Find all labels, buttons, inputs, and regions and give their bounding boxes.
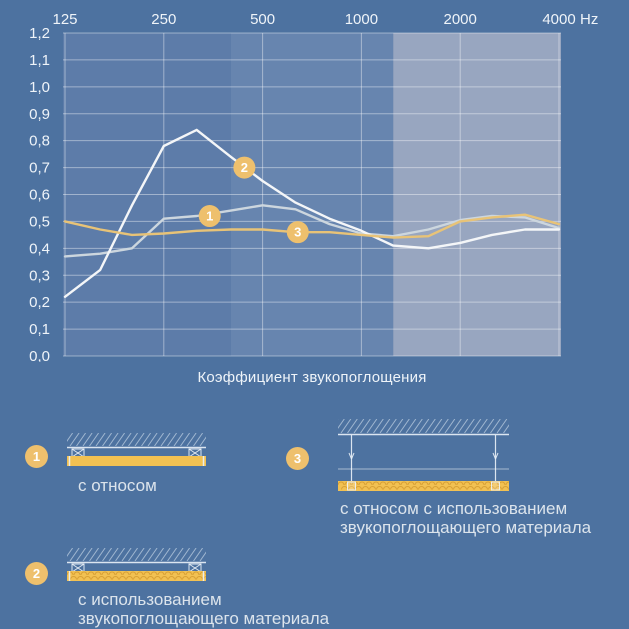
ceiling-hatch <box>338 419 509 433</box>
y-tick-1,2: 1,2 <box>29 25 50 42</box>
chart-marker-2 <box>233 156 256 179</box>
panel-hook-icon <box>491 481 500 491</box>
legend-diagram-suspended-absorber <box>338 419 509 491</box>
x-axis-unit: Hz <box>580 11 598 28</box>
ceiling-hatch <box>67 433 206 446</box>
x-tick-1000: 1000 <box>345 11 378 28</box>
y-tick-0,4: 0,4 <box>29 240 50 257</box>
y-tick-0,8: 0,8 <box>29 133 50 150</box>
chart-marker-3-number: 3 <box>294 225 301 240</box>
x-tick-4000: 4000 <box>542 11 575 28</box>
axis-tick-labels: 125 250 500 1000 2000 4000 Hz 1,2 1,1 1,0 0,9 0,8 0,… <box>29 11 598 362</box>
chart-marker-3 <box>286 221 309 244</box>
y-tick-0,0: 0,0 <box>29 348 50 362</box>
curve-markers: 1 2 3 <box>198 156 309 244</box>
x-tick-125: 125 <box>52 11 77 28</box>
legend-label-3-line2: звукопоглощающего материала <box>340 517 592 537</box>
mount-bracket-icon <box>188 563 202 573</box>
legend-diagram-direct-mount-absorber <box>67 548 206 581</box>
chart-title: Коэффициент звукопоглощения <box>197 369 427 386</box>
y-tick-0,1: 0,1 <box>29 321 50 338</box>
panel-hook-icon <box>347 481 356 491</box>
x-tick-500: 500 <box>250 11 275 28</box>
legend-label-1-line1: с относом <box>78 476 157 495</box>
hanger-arrow-icon <box>348 452 355 460</box>
y-tick-1,0: 1,0 <box>29 79 50 96</box>
hanger-arrow-icon <box>492 452 499 460</box>
x-tick-250: 250 <box>151 11 176 28</box>
plot-band-1 <box>63 33 231 356</box>
y-tick-1,1: 1,1 <box>29 52 50 69</box>
y-tick-0,5: 0,5 <box>29 213 50 230</box>
plot-band-2 <box>230 33 394 356</box>
y-tick-0,2: 0,2 <box>29 294 50 311</box>
absorption-coefficient-chart: 125 250 500 1000 2000 4000 Hz 1,2 1,1 1,0 0,9 0,8 0,… <box>29 11 598 362</box>
series-line-2 <box>63 128 561 298</box>
y-tick-0,3: 0,3 <box>29 267 50 284</box>
legend-label-3-line1: с относом с использованием <box>340 499 568 518</box>
chart-marker-1 <box>198 205 221 228</box>
chart-marker-1-number: 1 <box>206 209 213 224</box>
legend-label-1: с относом <box>78 476 157 496</box>
legend-diagram-direct-mount <box>67 433 206 466</box>
acoustic-panel <box>67 456 206 466</box>
series-line-3 <box>63 213 561 239</box>
chart-marker-2-number: 2 <box>241 160 248 175</box>
legend-badge-2: 2 <box>25 562 48 585</box>
ceiling-hatch <box>67 548 206 561</box>
legend-badge-3: 3 <box>286 447 309 470</box>
mount-bracket-icon <box>71 563 85 573</box>
y-tick-0,6: 0,6 <box>29 187 50 204</box>
y-tick-0,9: 0,9 <box>29 106 50 123</box>
y-tick-0,7: 0,7 <box>29 160 50 177</box>
acoustic-panel <box>338 481 509 491</box>
legend-label-2-line2: звукопоглощающего материала <box>78 608 330 628</box>
grid-lines <box>63 32 561 357</box>
legend-badge-1: 1 <box>25 445 48 468</box>
legend-label-2-line1: с использованием <box>78 590 222 609</box>
x-tick-2000: 2000 <box>444 11 477 28</box>
mount-bracket-icon <box>188 448 202 458</box>
legend-label-3: с относом с использованием звукопоглощаю… <box>340 499 592 537</box>
plot-bands <box>63 33 561 356</box>
legend-label-2: с использованием звукопоглощающего матер… <box>78 590 330 628</box>
acoustic-panel <box>67 571 206 581</box>
mount-bracket-icon <box>71 448 85 458</box>
plot-band-3 <box>393 33 561 356</box>
